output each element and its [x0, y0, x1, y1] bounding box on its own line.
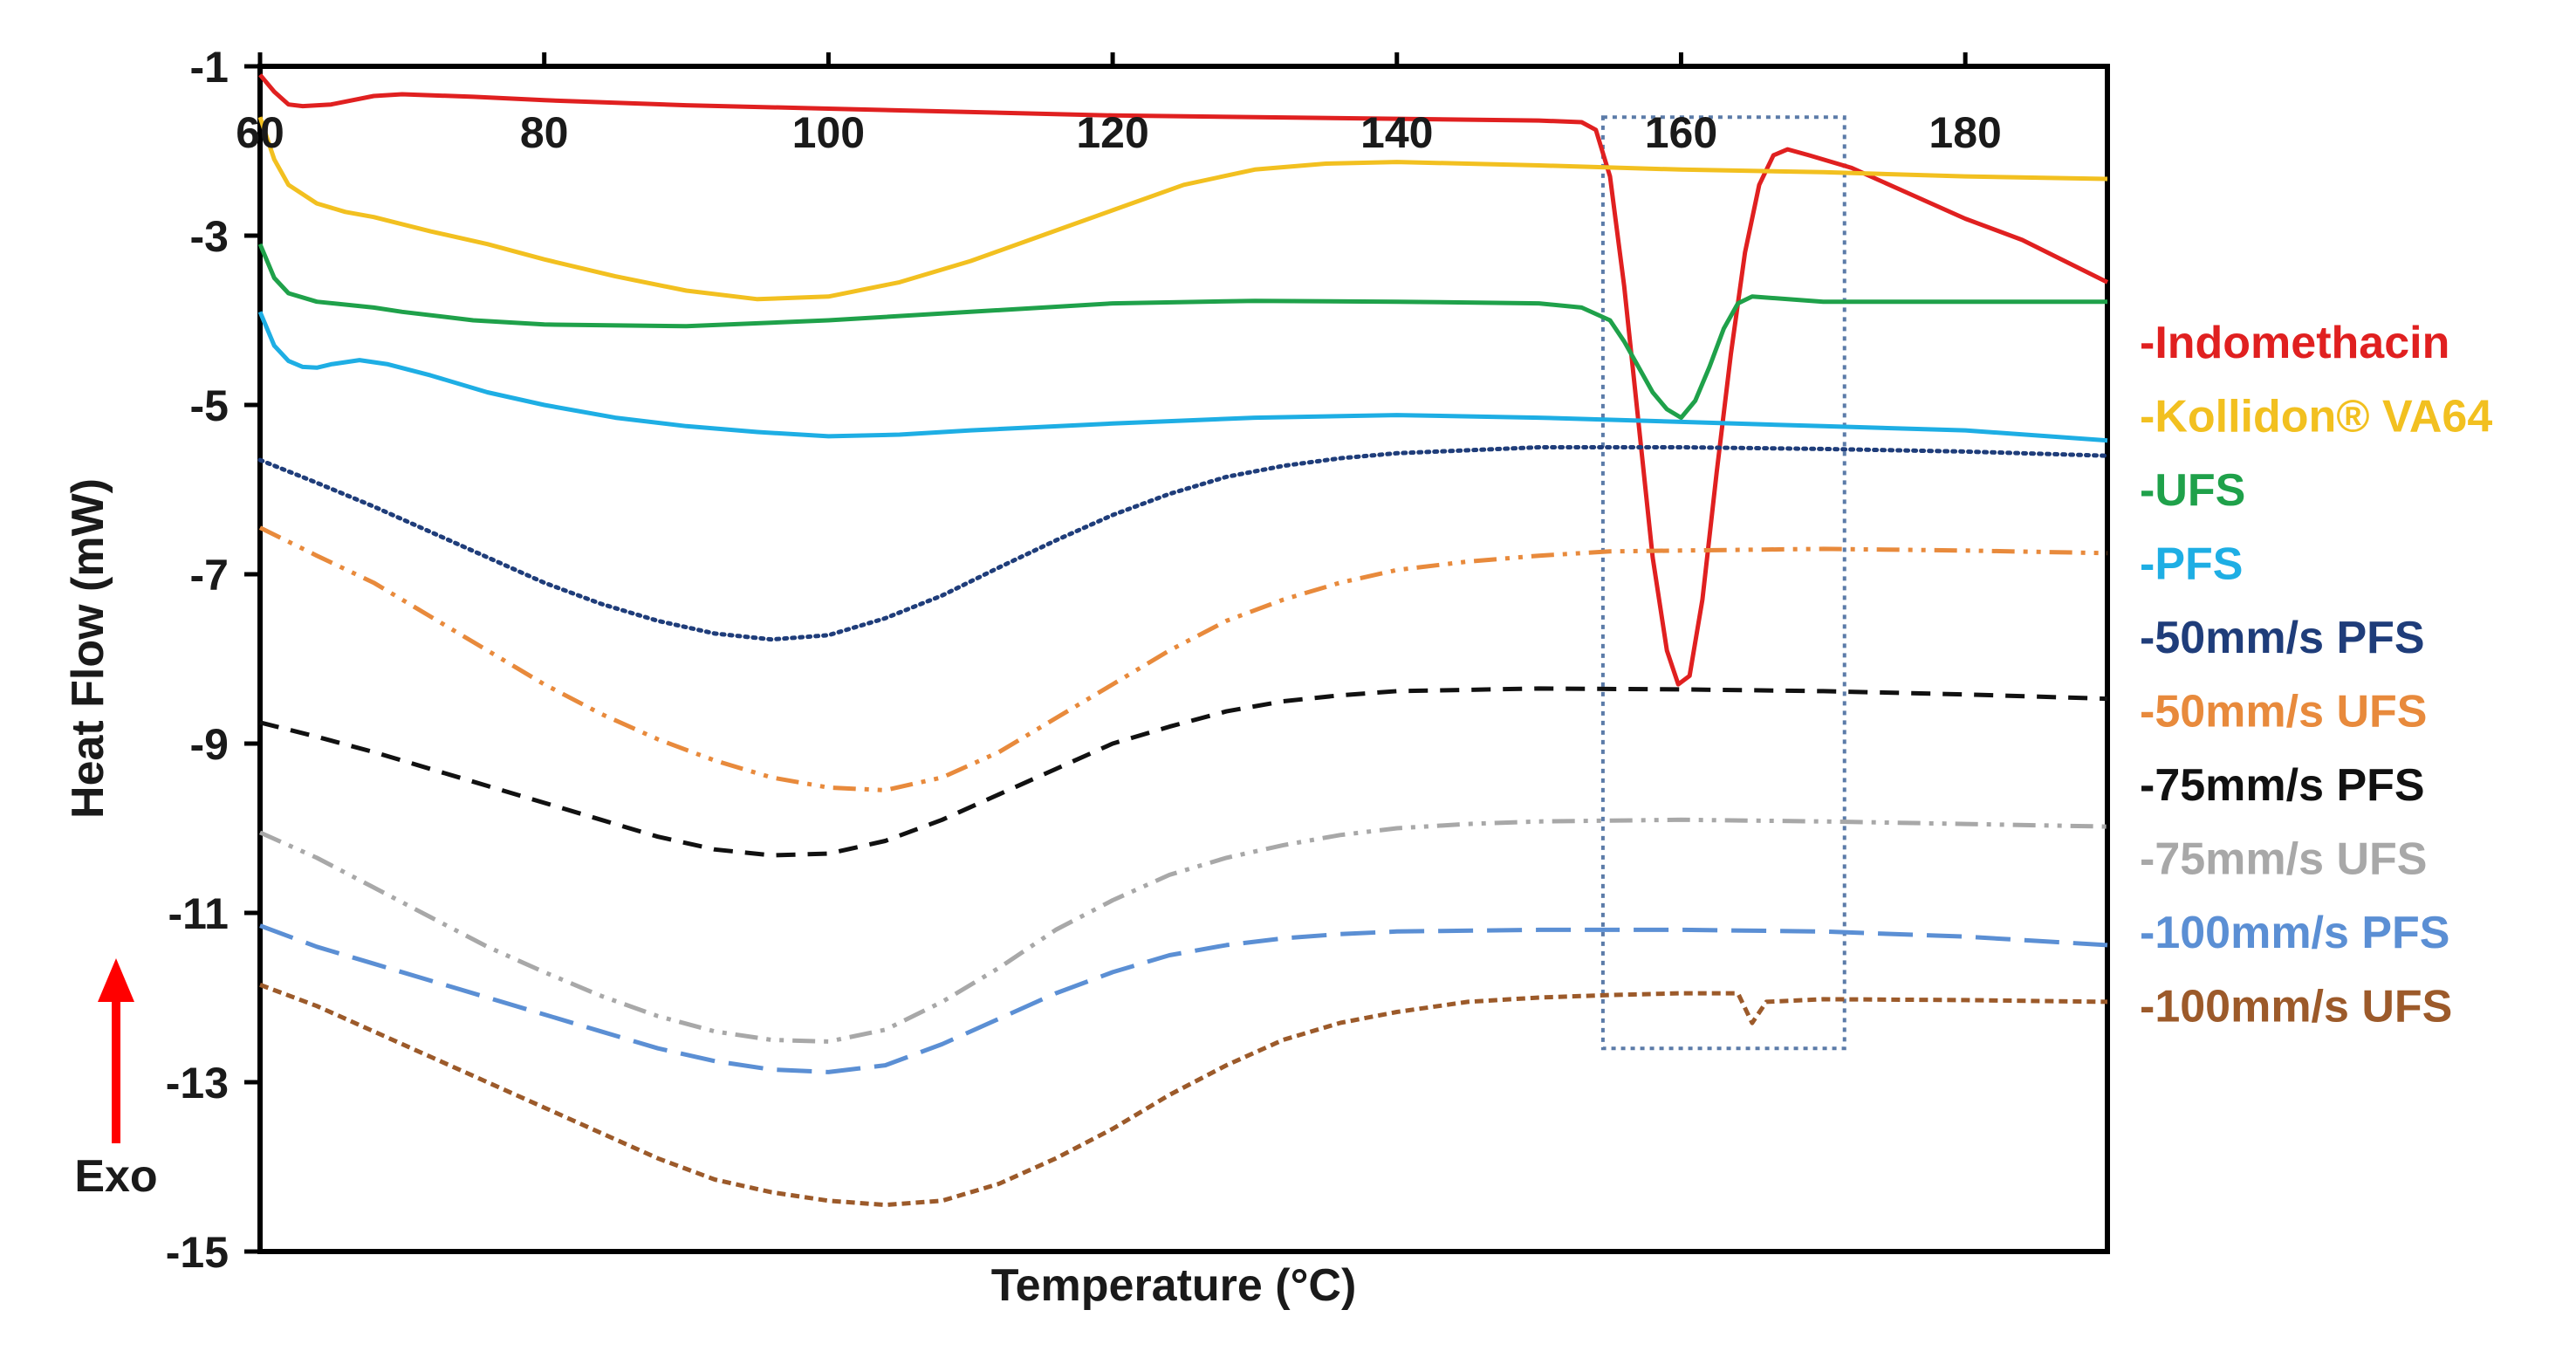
exo-arrow-head [98, 958, 134, 1002]
exo-arrow-icon [98, 958, 134, 1143]
legend-entry-3: -PFS [2140, 539, 2243, 590]
plot-frame [257, 64, 2110, 1254]
x-tick-label: 160 [1645, 108, 1717, 157]
x-tick-label: 140 [1360, 108, 1433, 157]
legend-entry-7: -75mm/s UFS [2140, 834, 2427, 885]
x-tick-label: 80 [520, 108, 569, 157]
legend-entry-5: -50mm/s UFS [2140, 687, 2427, 737]
legend-entry-1: -Kollidon® VA64 [2140, 392, 2492, 442]
axis-titles: Temperature (°C) Heat Flow (mW) Exo [63, 478, 1356, 1311]
x-tick-label: 120 [1076, 108, 1148, 157]
y-tick-label: -9 [190, 720, 229, 769]
legend-entry-2: -UFS [2140, 465, 2245, 516]
x-tick-label: 60 [236, 108, 284, 157]
legend: -Indomethacin -Kollidon® VA64 -UFS -PFS -50m… [2140, 318, 2492, 1032]
series-line-7 [258, 817, 2108, 1044]
y-tick-label: -11 [168, 889, 229, 938]
y-tick-label: -1 [190, 43, 229, 92]
series-line-3 [257, 311, 2108, 443]
series-line-1 [257, 116, 2108, 302]
legend-entry-8: -100mm/s PFS [2140, 908, 2450, 958]
axes-group: 60 80 100 120 140 160 180 -1 -3 -5 -7 -9 -11 -13 -15 [166, 43, 2002, 1277]
x-tick-label: 100 [792, 108, 865, 157]
legend-entry-0: -Indomethacin [2140, 318, 2449, 368]
legend-entry-9: -100mm/s UFS [2140, 982, 2452, 1032]
y-tick-label: -5 [190, 381, 229, 430]
y-axis-title: Heat Flow (mW) [63, 478, 113, 819]
legend-entry-6: -75mm/s PFS [2140, 760, 2425, 811]
series-line-2 [257, 243, 2107, 421]
series-line-5 [258, 525, 2108, 792]
plot-area [257, 64, 2110, 1254]
exo-label: Exo [74, 1151, 157, 1202]
legend-entry-4: -50mm/s PFS [2140, 613, 2425, 663]
series-line-4 [257, 445, 2110, 642]
x-axis-title: Temperature (°C) [991, 1260, 1357, 1311]
series-group [257, 73, 2110, 1208]
y-tick-label: -3 [190, 212, 229, 261]
y-tick-label: -15 [166, 1228, 229, 1277]
y-tick-label: -7 [190, 551, 229, 600]
series-line-8 [259, 923, 2108, 1074]
series-line-6 [259, 686, 2108, 858]
y-tick-label: -13 [166, 1059, 229, 1108]
x-tick-label: 180 [1929, 108, 2001, 157]
series-line-9 [259, 983, 2108, 1208]
